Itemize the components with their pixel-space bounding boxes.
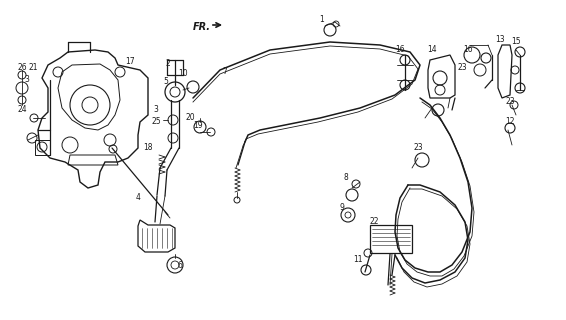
Text: 11: 11 [353,255,363,265]
Text: 25: 25 [151,117,161,126]
Text: 26: 26 [17,63,27,73]
Text: 23: 23 [457,63,467,73]
Text: 22: 22 [369,218,379,227]
Text: 8: 8 [344,173,349,182]
Text: 4: 4 [136,194,140,203]
Text: 3: 3 [24,76,29,84]
Text: FR.: FR. [193,22,211,32]
Text: 1: 1 [320,15,324,25]
Text: 17: 17 [125,58,135,67]
Text: 19: 19 [193,122,203,131]
Text: 23: 23 [413,143,423,153]
Text: 13: 13 [495,36,505,44]
Text: 10: 10 [178,69,188,78]
Text: 5: 5 [164,77,169,86]
Text: 20: 20 [185,114,195,123]
Text: 16: 16 [463,45,473,54]
Text: 18: 18 [143,143,153,153]
Text: 24: 24 [17,106,27,115]
Text: 6: 6 [178,260,182,269]
Text: 15: 15 [511,37,521,46]
Text: 14: 14 [427,45,437,54]
Text: 16: 16 [395,45,405,54]
Text: 2: 2 [166,60,170,68]
Text: 7: 7 [222,68,228,76]
Text: 12: 12 [505,117,514,126]
Text: 3: 3 [153,106,158,115]
Text: 23: 23 [505,98,515,107]
Text: 21: 21 [28,63,38,73]
Text: 9: 9 [340,204,345,212]
